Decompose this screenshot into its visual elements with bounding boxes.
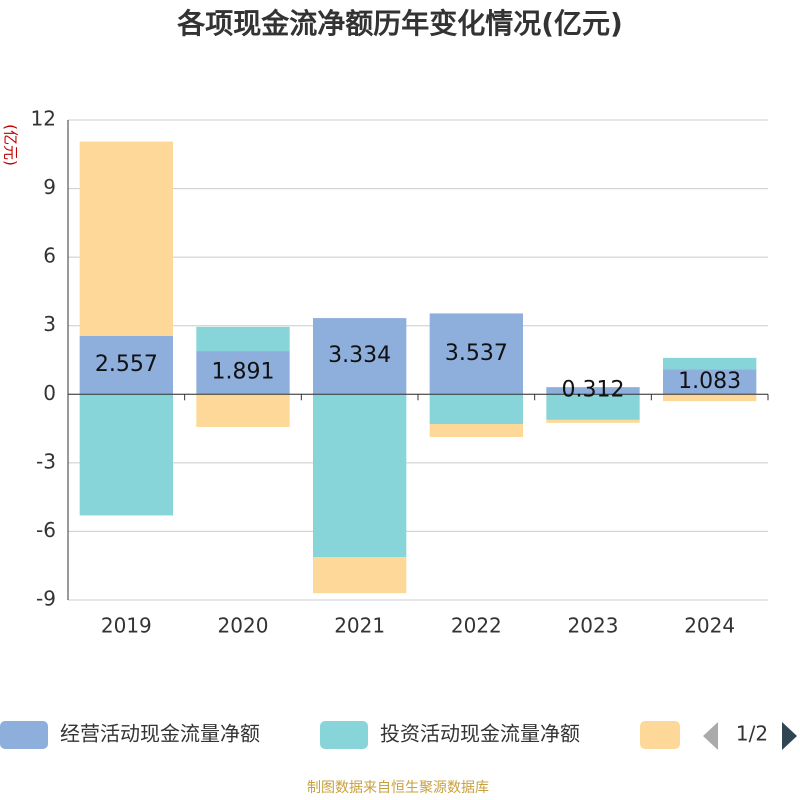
y-tick-label: 12 xyxy=(31,107,56,131)
bar-segment xyxy=(313,318,407,395)
bar-segment xyxy=(663,357,757,370)
chart-title: 各项现金流净额历年变化情况(亿元) xyxy=(176,7,623,40)
legend-swatch xyxy=(640,721,680,749)
legend-label: 经营活动现金流量净额 xyxy=(60,722,260,746)
y-tick-label: 6 xyxy=(43,244,56,268)
value-label: 3.537 xyxy=(445,341,508,366)
value-label: 1.891 xyxy=(212,360,275,385)
x-tick-label: 2020 xyxy=(218,614,269,638)
legend-swatch xyxy=(0,721,48,749)
bar-segment xyxy=(196,326,290,352)
bar-segment xyxy=(663,394,757,402)
legend-label: 投资活动现金流量净额 xyxy=(380,722,580,746)
bar-segment xyxy=(429,424,523,438)
value-label: 3.334 xyxy=(328,343,391,368)
bar-segment xyxy=(313,394,407,558)
bar-segment xyxy=(663,369,757,395)
bar-segment xyxy=(196,394,290,427)
legend-prev[interactable] xyxy=(703,722,718,750)
value-label: 1.083 xyxy=(678,369,741,394)
bar-segment xyxy=(79,141,173,336)
value-label: 2.557 xyxy=(95,352,158,377)
x-tick-label: 2022 xyxy=(451,614,502,638)
legend-page: 1/2 xyxy=(736,722,768,746)
bar-segment xyxy=(196,351,290,395)
legend-next[interactable] xyxy=(782,722,797,750)
y-tick-label: -6 xyxy=(36,518,56,542)
legend-swatch xyxy=(320,721,368,749)
bar-segment xyxy=(313,557,407,594)
y-tick-label: -3 xyxy=(36,449,56,473)
x-tick-label: 2019 xyxy=(101,614,152,638)
x-tick-label: 2024 xyxy=(684,614,735,638)
value-label: 0.312 xyxy=(562,378,625,403)
source: 制图数据来自恒生聚源数据库 xyxy=(307,780,489,796)
y-tick-label: -9 xyxy=(36,587,56,611)
y-tick-label: 3 xyxy=(43,312,56,336)
bar-segment xyxy=(79,335,173,395)
bar-segment xyxy=(429,394,523,424)
x-tick-label: 2023 xyxy=(568,614,619,638)
bar-segment xyxy=(546,387,640,395)
bar-segment xyxy=(429,313,523,395)
bar-segment xyxy=(546,419,640,423)
y-tick-label: 9 xyxy=(43,175,56,199)
bar-segment xyxy=(79,394,173,516)
y-axis-label: (亿元) xyxy=(2,124,20,166)
bar-segment xyxy=(546,394,640,420)
x-tick-label: 2021 xyxy=(334,614,385,638)
y-tick-label: 0 xyxy=(43,381,56,405)
